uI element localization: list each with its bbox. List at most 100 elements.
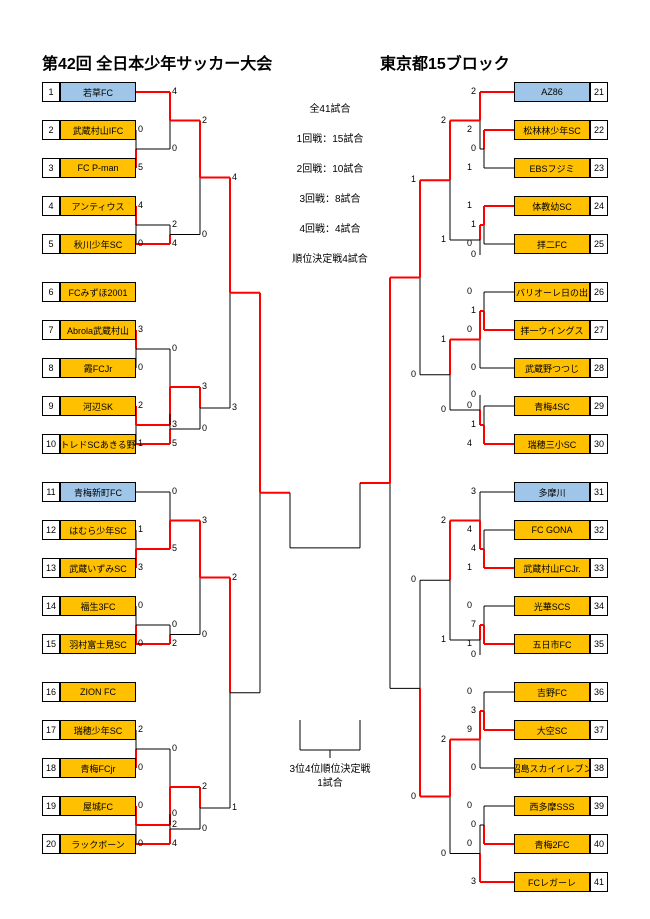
- seed-number: 24: [590, 196, 608, 216]
- team-name: バリオーレ日の出: [514, 282, 590, 302]
- team-name: 河辺SK: [60, 396, 136, 416]
- team-slot: 13武蔵いずみSC: [42, 558, 136, 578]
- team-name: 瑞穂三小SC: [514, 434, 590, 454]
- team-slot: 大空SC37: [514, 720, 608, 740]
- team-name: FC GONA: [514, 520, 590, 540]
- team-slot: EBSフジミ23: [514, 158, 608, 178]
- team-slot: 拝二FC25: [514, 234, 608, 254]
- seed-number: 7: [42, 320, 60, 340]
- team-name: 体教幼SC: [514, 196, 590, 216]
- team-slot: AZ8621: [514, 82, 608, 102]
- team-name: はむら少年SC: [60, 520, 136, 540]
- seed-number: 35: [590, 634, 608, 654]
- team-name: 青梅新町FC: [60, 482, 136, 502]
- seed-number: 39: [590, 796, 608, 816]
- team-slot: FCレガーレ41: [514, 872, 608, 892]
- team-name: 霞FCJr: [60, 358, 136, 378]
- team-name: 福生3FC: [60, 596, 136, 616]
- team-name: 武蔵村山IFC: [60, 120, 136, 140]
- team-name: FC P-man: [60, 158, 136, 178]
- seed-number: 17: [42, 720, 60, 740]
- team-name: Abrola武蔵村山: [60, 320, 136, 340]
- team-name: 武蔵村山FCJr.: [514, 558, 590, 578]
- seed-number: 23: [590, 158, 608, 178]
- team-slot: 武蔵村山FCJr.33: [514, 558, 608, 578]
- team-name: アンティウス: [60, 196, 136, 216]
- team-slot: 19屋城FC: [42, 796, 136, 816]
- tournament-title: 第42回 全日本少年サッカー大会: [42, 50, 272, 74]
- seed-number: 26: [590, 282, 608, 302]
- team-slot: 16ZION FC: [42, 682, 136, 702]
- team-name: AZ86: [514, 82, 590, 102]
- seed-number: 27: [590, 320, 608, 340]
- info-line: 全41試合: [290, 100, 370, 115]
- seed-number: 21: [590, 82, 608, 102]
- seed-number: 29: [590, 396, 608, 416]
- team-name: 武蔵いずみSC: [60, 558, 136, 578]
- team-slot: 五日市FC35: [514, 634, 608, 654]
- team-slot: 武蔵野つつじ28: [514, 358, 608, 378]
- team-slot: 18青梅FCjr: [42, 758, 136, 778]
- team-name: 秋川少年SC: [60, 234, 136, 254]
- seed-number: 32: [590, 520, 608, 540]
- team-name: 屋城FC: [60, 796, 136, 816]
- team-slot: 2武蔵村山IFC: [42, 120, 136, 140]
- team-name: トレドSCあきる野: [60, 434, 136, 454]
- team-name: 若草FC: [60, 82, 136, 102]
- seed-number: 9: [42, 396, 60, 416]
- team-name: EBSフジミ: [514, 158, 590, 178]
- team-slot: 多摩川31: [514, 482, 608, 502]
- team-slot: 8霞FCJr: [42, 358, 136, 378]
- seed-number: 11: [42, 482, 60, 502]
- team-slot: 1若草FC: [42, 82, 136, 102]
- team-slot: 青梅2FC40: [514, 834, 608, 854]
- seed-number: 33: [590, 558, 608, 578]
- team-name: 五日市FC: [514, 634, 590, 654]
- info-line: 3回戦：8試合: [290, 190, 370, 205]
- team-slot: 瑞穂三小SC30: [514, 434, 608, 454]
- team-name: 西多摩SSS: [514, 796, 590, 816]
- seed-number: 20: [42, 834, 60, 854]
- team-name: 光華SCS: [514, 596, 590, 616]
- seed-number: 3: [42, 158, 60, 178]
- seed-number: 41: [590, 872, 608, 892]
- team-name: 拝一ウイングス: [514, 320, 590, 340]
- team-name: 青梅4SC: [514, 396, 590, 416]
- seed-number: 10: [42, 434, 60, 454]
- team-slot: 青梅4SC29: [514, 396, 608, 416]
- team-slot: 5秋川少年SC: [42, 234, 136, 254]
- team-slot: 11青梅新町FC: [42, 482, 136, 502]
- team-slot: 15羽村富士見SC: [42, 634, 136, 654]
- team-slot: バリオーレ日の出26: [514, 282, 608, 302]
- seed-number: 2: [42, 120, 60, 140]
- team-name: FCレガーレ: [514, 872, 590, 892]
- seed-number: 16: [42, 682, 60, 702]
- team-name: 多摩川: [514, 482, 590, 502]
- seed-number: 37: [590, 720, 608, 740]
- team-slot: 10トレドSCあきる野: [42, 434, 136, 454]
- team-name: ラックボーン: [60, 834, 136, 854]
- team-name: 青梅2FC: [514, 834, 590, 854]
- team-slot: FC GONA32: [514, 520, 608, 540]
- team-slot: 4アンティウス: [42, 196, 136, 216]
- seed-number: 22: [590, 120, 608, 140]
- info-line: 2回戦：10試合: [290, 160, 370, 175]
- team-name: 武蔵野つつじ: [514, 358, 590, 378]
- team-name: 大空SC: [514, 720, 590, 740]
- team-slot: 6FCみずほ2001: [42, 282, 136, 302]
- playoff-caption: 1試合: [280, 774, 380, 789]
- seed-number: 6: [42, 282, 60, 302]
- info-line: 順位決定戦4試合: [290, 250, 370, 265]
- seed-number: 15: [42, 634, 60, 654]
- team-name: 昭島スカイイレブン: [514, 758, 590, 778]
- team-slot: 昭島スカイイレブン38: [514, 758, 608, 778]
- seed-number: 28: [590, 358, 608, 378]
- team-slot: 20ラックボーン: [42, 834, 136, 854]
- team-slot: 14福生3FC: [42, 596, 136, 616]
- team-slot: 西多摩SSS39: [514, 796, 608, 816]
- seed-number: 8: [42, 358, 60, 378]
- team-name: 松林林少年SC: [514, 120, 590, 140]
- info-line: 4回戦：4試合: [290, 220, 370, 235]
- team-slot: 12はむら少年SC: [42, 520, 136, 540]
- team-name: ZION FC: [60, 682, 136, 702]
